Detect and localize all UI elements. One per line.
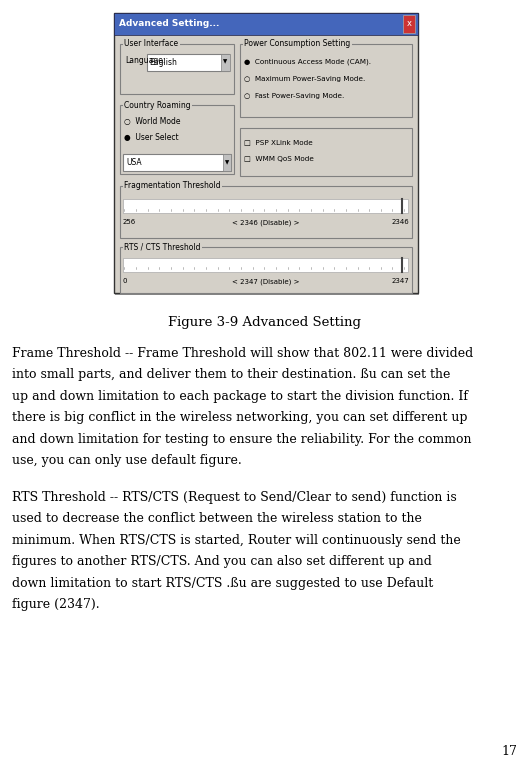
FancyBboxPatch shape: [403, 15, 415, 33]
FancyBboxPatch shape: [123, 199, 408, 213]
Text: 0: 0: [123, 278, 127, 285]
Text: Power Consumption Setting: Power Consumption Setting: [244, 39, 351, 48]
Text: □  WMM QoS Mode: □ WMM QoS Mode: [244, 156, 314, 162]
FancyBboxPatch shape: [240, 44, 412, 117]
Text: minimum. When RTS/CTS is started, Router will continuously send the: minimum. When RTS/CTS is started, Router…: [12, 534, 460, 547]
Text: 256: 256: [123, 219, 136, 225]
Text: there is big conflict in the wireless networking, you can set different up: there is big conflict in the wireless ne…: [12, 411, 467, 424]
Text: RTS Threshold -- RTS/CTS (Request to Send/Clear to send) function is: RTS Threshold -- RTS/CTS (Request to Sen…: [12, 491, 457, 504]
Text: □  PSP XLink Mode: □ PSP XLink Mode: [244, 139, 313, 145]
FancyBboxPatch shape: [114, 13, 418, 35]
Text: Language:: Language:: [125, 56, 166, 65]
Text: figures to another RTS/CTS. And you can also set different up and: figures to another RTS/CTS. And you can …: [12, 555, 432, 568]
Text: ▼: ▼: [225, 160, 229, 165]
Text: Frame Threshold -- Frame Threshold will show that 802.11 were divided: Frame Threshold -- Frame Threshold will …: [12, 347, 473, 360]
Text: 17: 17: [501, 745, 517, 758]
Text: USA: USA: [126, 158, 142, 167]
Text: down limitation to start RTS/CTS .ßu are suggested to use Default: down limitation to start RTS/CTS .ßu are…: [12, 577, 433, 590]
FancyBboxPatch shape: [223, 154, 231, 171]
Text: English: English: [149, 58, 177, 67]
Text: x: x: [406, 19, 412, 28]
FancyBboxPatch shape: [115, 15, 419, 295]
FancyBboxPatch shape: [114, 13, 418, 293]
Text: Advanced Setting...: Advanced Setting...: [119, 19, 220, 28]
Text: ○  Maximum Power-Saving Mode.: ○ Maximum Power-Saving Mode.: [244, 76, 366, 82]
Text: figure (2347).: figure (2347).: [12, 598, 99, 611]
Text: ○  World Mode: ○ World Mode: [124, 117, 181, 127]
Text: 2347: 2347: [391, 278, 409, 285]
FancyBboxPatch shape: [120, 44, 234, 94]
Text: ○  Fast Power-Saving Mode.: ○ Fast Power-Saving Mode.: [244, 93, 345, 99]
Text: < 2347 (Disable) >: < 2347 (Disable) >: [232, 278, 299, 285]
FancyBboxPatch shape: [123, 258, 408, 272]
Text: use, you can only use default figure.: use, you can only use default figure.: [12, 454, 241, 467]
FancyBboxPatch shape: [221, 54, 230, 71]
FancyBboxPatch shape: [120, 247, 412, 293]
Text: < 2346 (Disable) >: < 2346 (Disable) >: [232, 219, 299, 225]
Text: and down limitation for testing to ensure the reliability. For the common: and down limitation for testing to ensur…: [12, 433, 471, 446]
Text: into small parts, and deliver them to their destination. ßu can set the: into small parts, and deliver them to th…: [12, 368, 450, 381]
Text: used to decrease the conflict between the wireless station to the: used to decrease the conflict between th…: [12, 512, 422, 525]
FancyBboxPatch shape: [147, 54, 229, 71]
Text: Country Roaming: Country Roaming: [124, 100, 191, 110]
Text: RTS / CTS Threshold: RTS / CTS Threshold: [124, 242, 201, 252]
FancyBboxPatch shape: [240, 128, 412, 176]
Text: ●  User Select: ● User Select: [124, 133, 179, 142]
FancyBboxPatch shape: [123, 154, 231, 171]
Text: ▼: ▼: [223, 60, 227, 64]
Text: up and down limitation to each package to start the division function. If: up and down limitation to each package t…: [12, 390, 468, 403]
FancyBboxPatch shape: [120, 105, 234, 174]
Text: 2346: 2346: [391, 219, 409, 225]
Text: ●  Continuous Access Mode (CAM).: ● Continuous Access Mode (CAM).: [244, 59, 371, 65]
FancyBboxPatch shape: [120, 186, 412, 238]
Text: Figure 3-9 Advanced Setting: Figure 3-9 Advanced Setting: [168, 316, 361, 329]
Text: User Interface: User Interface: [124, 39, 178, 48]
Text: Fragmentation Threshold: Fragmentation Threshold: [124, 181, 221, 190]
